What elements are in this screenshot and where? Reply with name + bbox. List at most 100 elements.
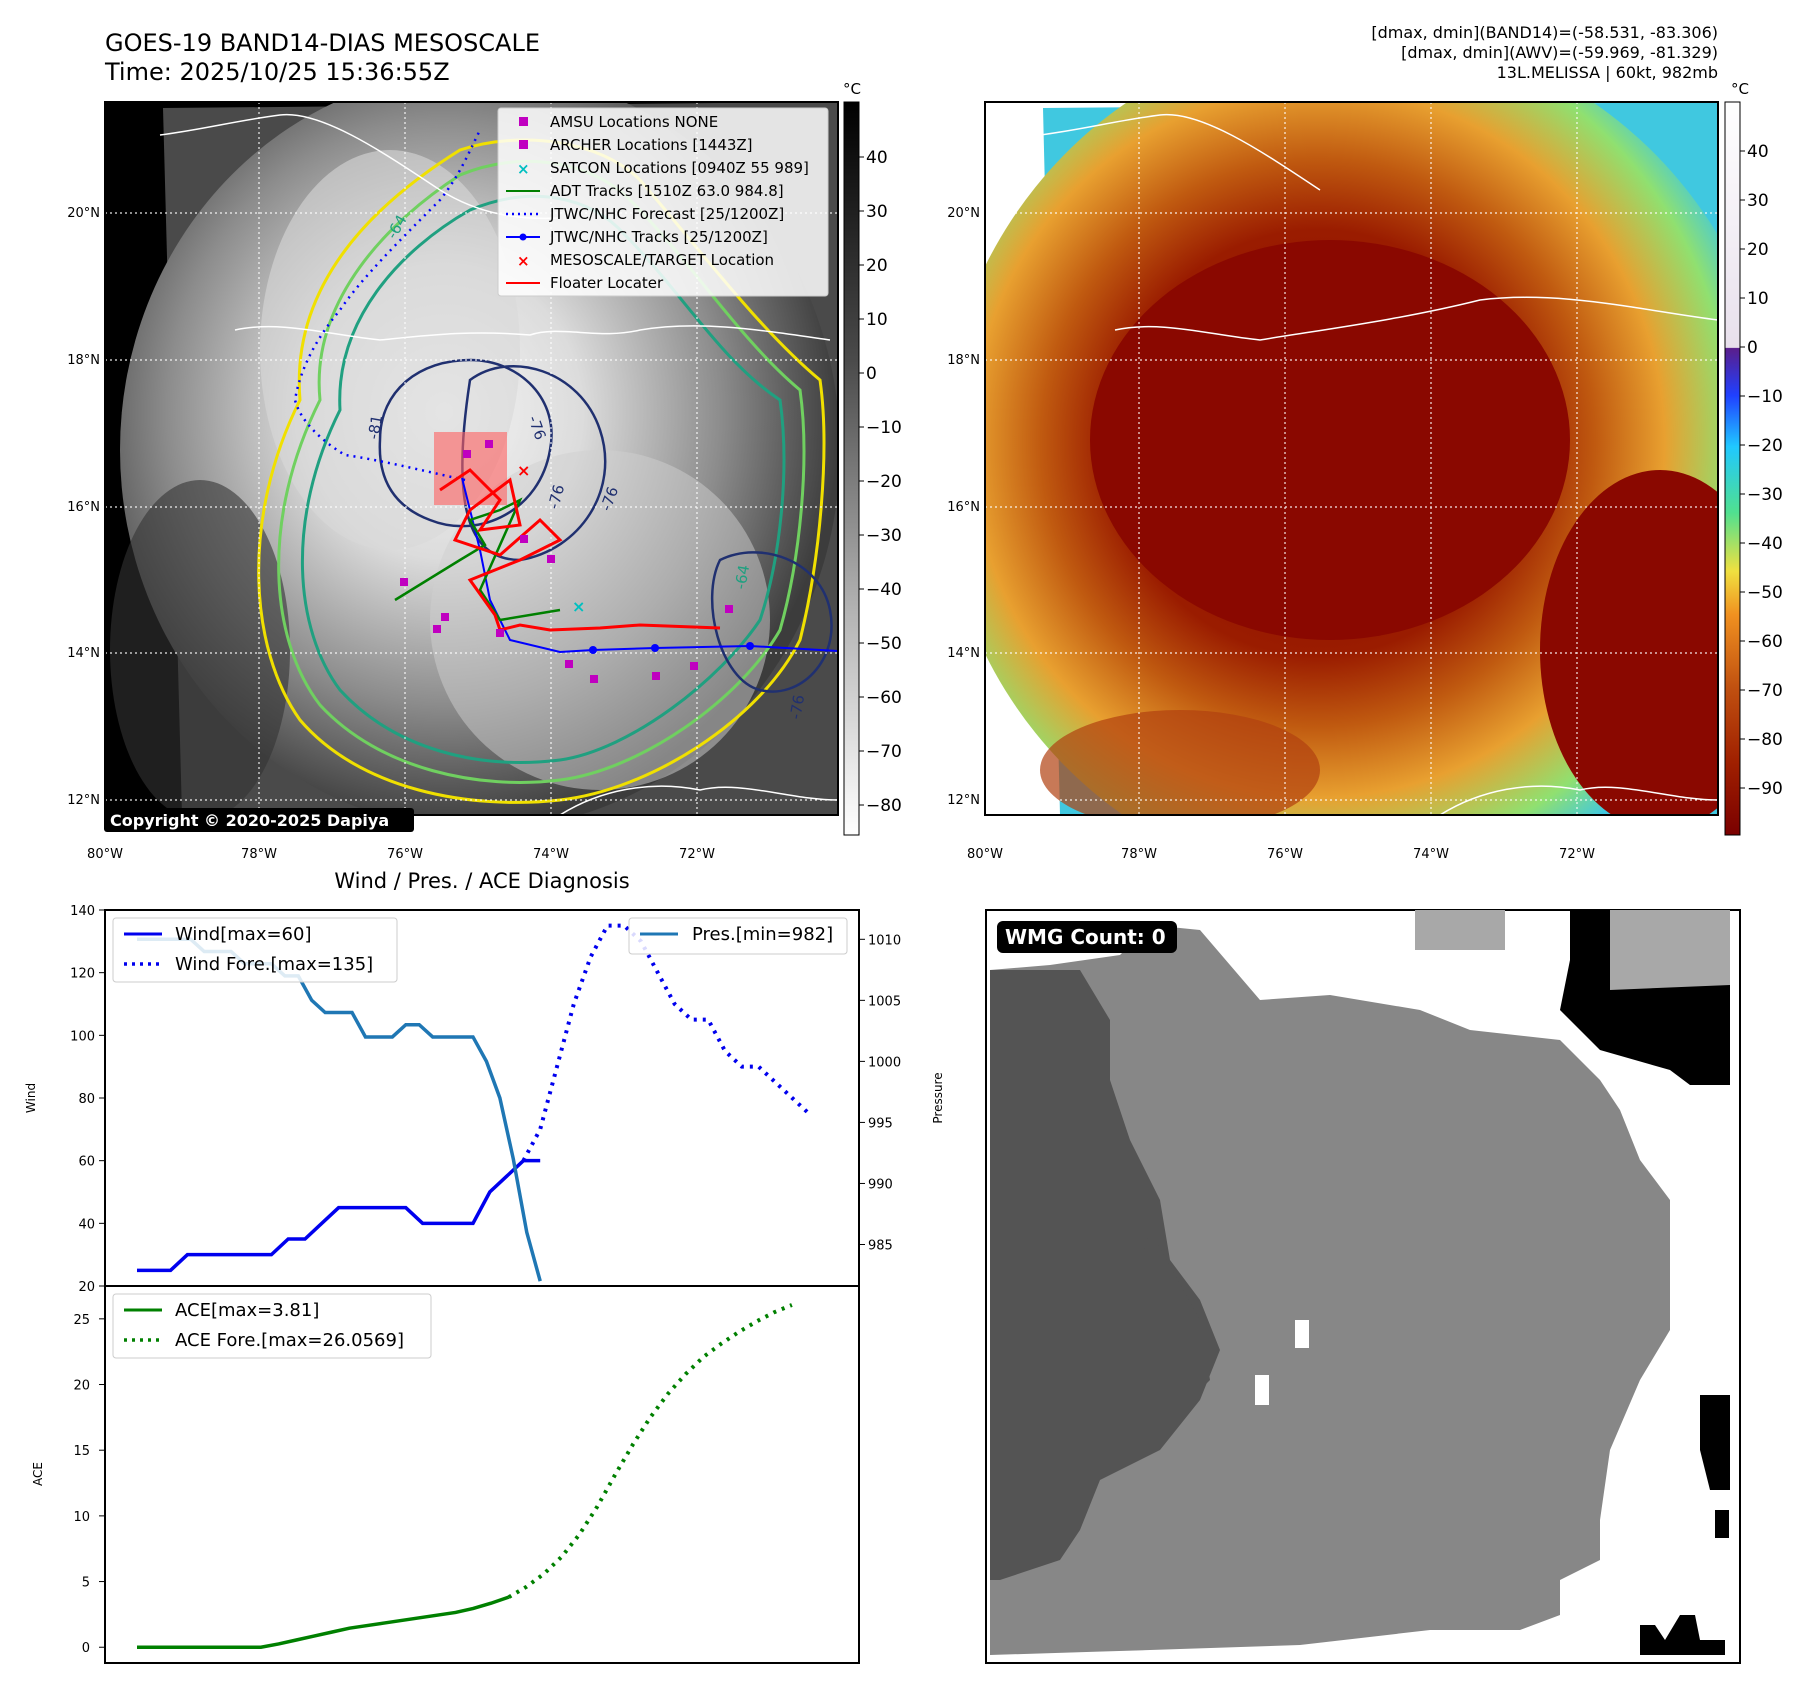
lat-tick-label: 20°N (67, 206, 100, 221)
lon-tick-label: 72°W (679, 847, 715, 862)
contour-label: -64 (731, 563, 753, 590)
ir-colorbar: °C 40 30 20 10 0 −10 −20 −30 −40 −50 −60 −70 −80 (843, 80, 902, 836)
svg-text:×: × (517, 160, 530, 178)
map-legend-item: ARCHER Locations [1443Z] (550, 136, 753, 154)
diagnosis-title: Wind / Pres. / ACE Diagnosis (334, 869, 629, 893)
map-legend-item: AMSU Locations NONE (550, 113, 718, 131)
map-legend: AMSU Locations NONE ARCHER Locations [144… (497, 107, 829, 297)
pressure-legend-label: Pres.[min=982] (692, 924, 833, 945)
svg-text:×: × (572, 597, 585, 616)
lat-tick-label: 16°N (67, 500, 100, 515)
wmg-light-gray-region (990, 925, 1670, 1655)
figure-title: GOES-19 BAND14-DIAS MESOSCALE (105, 29, 540, 57)
lon-tick-label: 80°W (967, 847, 1003, 862)
wind-tick-label: 40 (78, 1217, 95, 1232)
lon-tick-label: 78°W (1121, 847, 1157, 862)
lon-tick-label: 76°W (1267, 847, 1303, 862)
coastline-south-america (559, 785, 838, 815)
map-legend-item: JTWC/NHC Forecast [25/1200Z] (549, 205, 784, 223)
ir-colorbar-tick: 20 (866, 256, 888, 276)
storm-info-text: 13L.MELISSA | 60kt, 982mb (1497, 63, 1718, 82)
contour-label: -76 (544, 483, 568, 511)
contour-navy-1 (378, 358, 553, 528)
svg-text:×: × (517, 461, 530, 480)
wmg-black-region-top (1560, 910, 1730, 1085)
lat-tick-label: 14°N (67, 646, 100, 661)
figure-time: Time: 2025/10/25 15:36:55Z (104, 58, 450, 86)
adt-track (394, 497, 561, 622)
ace-tick-label: 15 (73, 1444, 90, 1459)
ace-series-line (137, 1595, 510, 1649)
awv-colorbar-tick: 0 (1747, 338, 1758, 358)
ir-colorbar-tick: −50 (866, 634, 902, 654)
wind-tick-label: 100 (70, 1029, 95, 1044)
pressure-axis-label: Pressure (931, 1072, 945, 1123)
awv-range-text: [dmax, dmin](AWV)=(-59.969, -81.329) (1401, 43, 1718, 62)
ace-forecast-legend-label: ACE Fore.[max=26.0569] (175, 1330, 404, 1351)
contour-teal (301, 194, 786, 764)
awv-map-panel (984, 101, 1719, 816)
lat-tick-label: 12°N (67, 793, 100, 808)
awv-colorbar-tick: −70 (1747, 681, 1783, 701)
contour-navy-3 (711, 551, 833, 693)
lat-tick-label: 14°N (947, 646, 980, 661)
map-legend-item: MESOSCALE/TARGET Location (550, 251, 774, 269)
ir-map-panel: × × -81 -76 -76 -76 -64 -64 -76 AMSU Loc… (104, 101, 839, 832)
lon-tick-label: 74°W (1413, 847, 1449, 862)
floater-locater-track (439, 468, 721, 632)
ir-colorbar-tick: −60 (866, 688, 902, 708)
wind-axis-label: Wind (24, 1083, 38, 1113)
wind-legend: Wind[max=60] Wind Fore.[max=135] (112, 917, 398, 983)
awv-colorbar-tick: 20 (1747, 240, 1769, 260)
lat-tick-label: 12°N (947, 793, 980, 808)
awv-colorbar-tick: 30 (1747, 191, 1769, 211)
pressure-legend: Pres.[min=982] (628, 917, 848, 955)
pressure-tick-label: 1000 (868, 1055, 901, 1070)
ir-colorbar-tick: −10 (866, 418, 902, 438)
ir-colorbar-tick: −70 (866, 742, 902, 762)
copyright-label: Copyright © 2020-2025 Dapiya (110, 811, 389, 830)
ir-colorbar-tick: 10 (866, 310, 888, 330)
ace-tick-label: 20 (73, 1379, 90, 1394)
wind-tick-label: 20 (78, 1280, 95, 1295)
ace-tick-label: 0 (82, 1641, 90, 1656)
wind-tick-label: 60 (78, 1155, 95, 1170)
ir-colorbar-tick: −40 (866, 580, 902, 600)
lon-tick-label: 80°W (87, 847, 123, 862)
ir-colorbar-unit: °C (843, 80, 861, 98)
contour-label: -76 (786, 693, 808, 720)
ace-axis-label: ACE (31, 1462, 45, 1486)
ir-colorbar-tick: 0 (866, 364, 877, 384)
wind-legend-label: Wind[max=60] (175, 924, 312, 945)
ir-colorbar-tick: 40 (866, 148, 888, 168)
wind-tick-label: 120 (70, 967, 95, 982)
lon-tick-label: 76°W (387, 847, 423, 862)
map-legend-item: Floater Locater (550, 274, 664, 292)
ace-legend-label: ACE[max=3.81] (175, 1300, 319, 1321)
awv-colorbar-tick: 40 (1747, 142, 1769, 162)
pressure-tick-label: 1010 (868, 933, 901, 948)
awv-colorbar-tick: −50 (1747, 583, 1783, 603)
wind-tick-label: 140 (70, 904, 95, 919)
map-legend-item: JTWC/NHC Tracks [25/1200Z] (549, 228, 768, 246)
ace-tick-label: 10 (73, 1510, 90, 1525)
awv-colorbar-tick: −60 (1747, 632, 1783, 652)
pressure-tick-label: 985 (868, 1238, 893, 1253)
awv-colorbar-tick: −40 (1747, 534, 1783, 554)
contour-yellow (257, 138, 826, 804)
band-range-text: [dmax, dmin](BAND14)=(-58.531, -83.306) (1371, 23, 1718, 42)
wind-forecast-legend-label: Wind Fore.[max=135] (175, 954, 373, 975)
awv-colorbar: °C 40 30 20 10 0 −10 −20 −30 −40 −50 −60 −70 −80 −90 (1724, 80, 1783, 836)
awv-colorbar-tick: 10 (1747, 289, 1769, 309)
lat-tick-label: 16°N (947, 500, 980, 515)
contour-green (277, 159, 806, 784)
ace-legend: ACE[max=3.81] ACE Fore.[max=26.0569] (112, 1293, 432, 1359)
lon-tick-label: 72°W (1559, 847, 1595, 862)
pressure-tick-label: 990 (868, 1177, 893, 1192)
wmg-black-region-right (1700, 1395, 1730, 1490)
lat-tick-label: 20°N (947, 206, 980, 221)
wmg-count-label: WMG Count: 0 (1005, 925, 1166, 949)
pressure-tick-label: 995 (868, 1116, 893, 1131)
